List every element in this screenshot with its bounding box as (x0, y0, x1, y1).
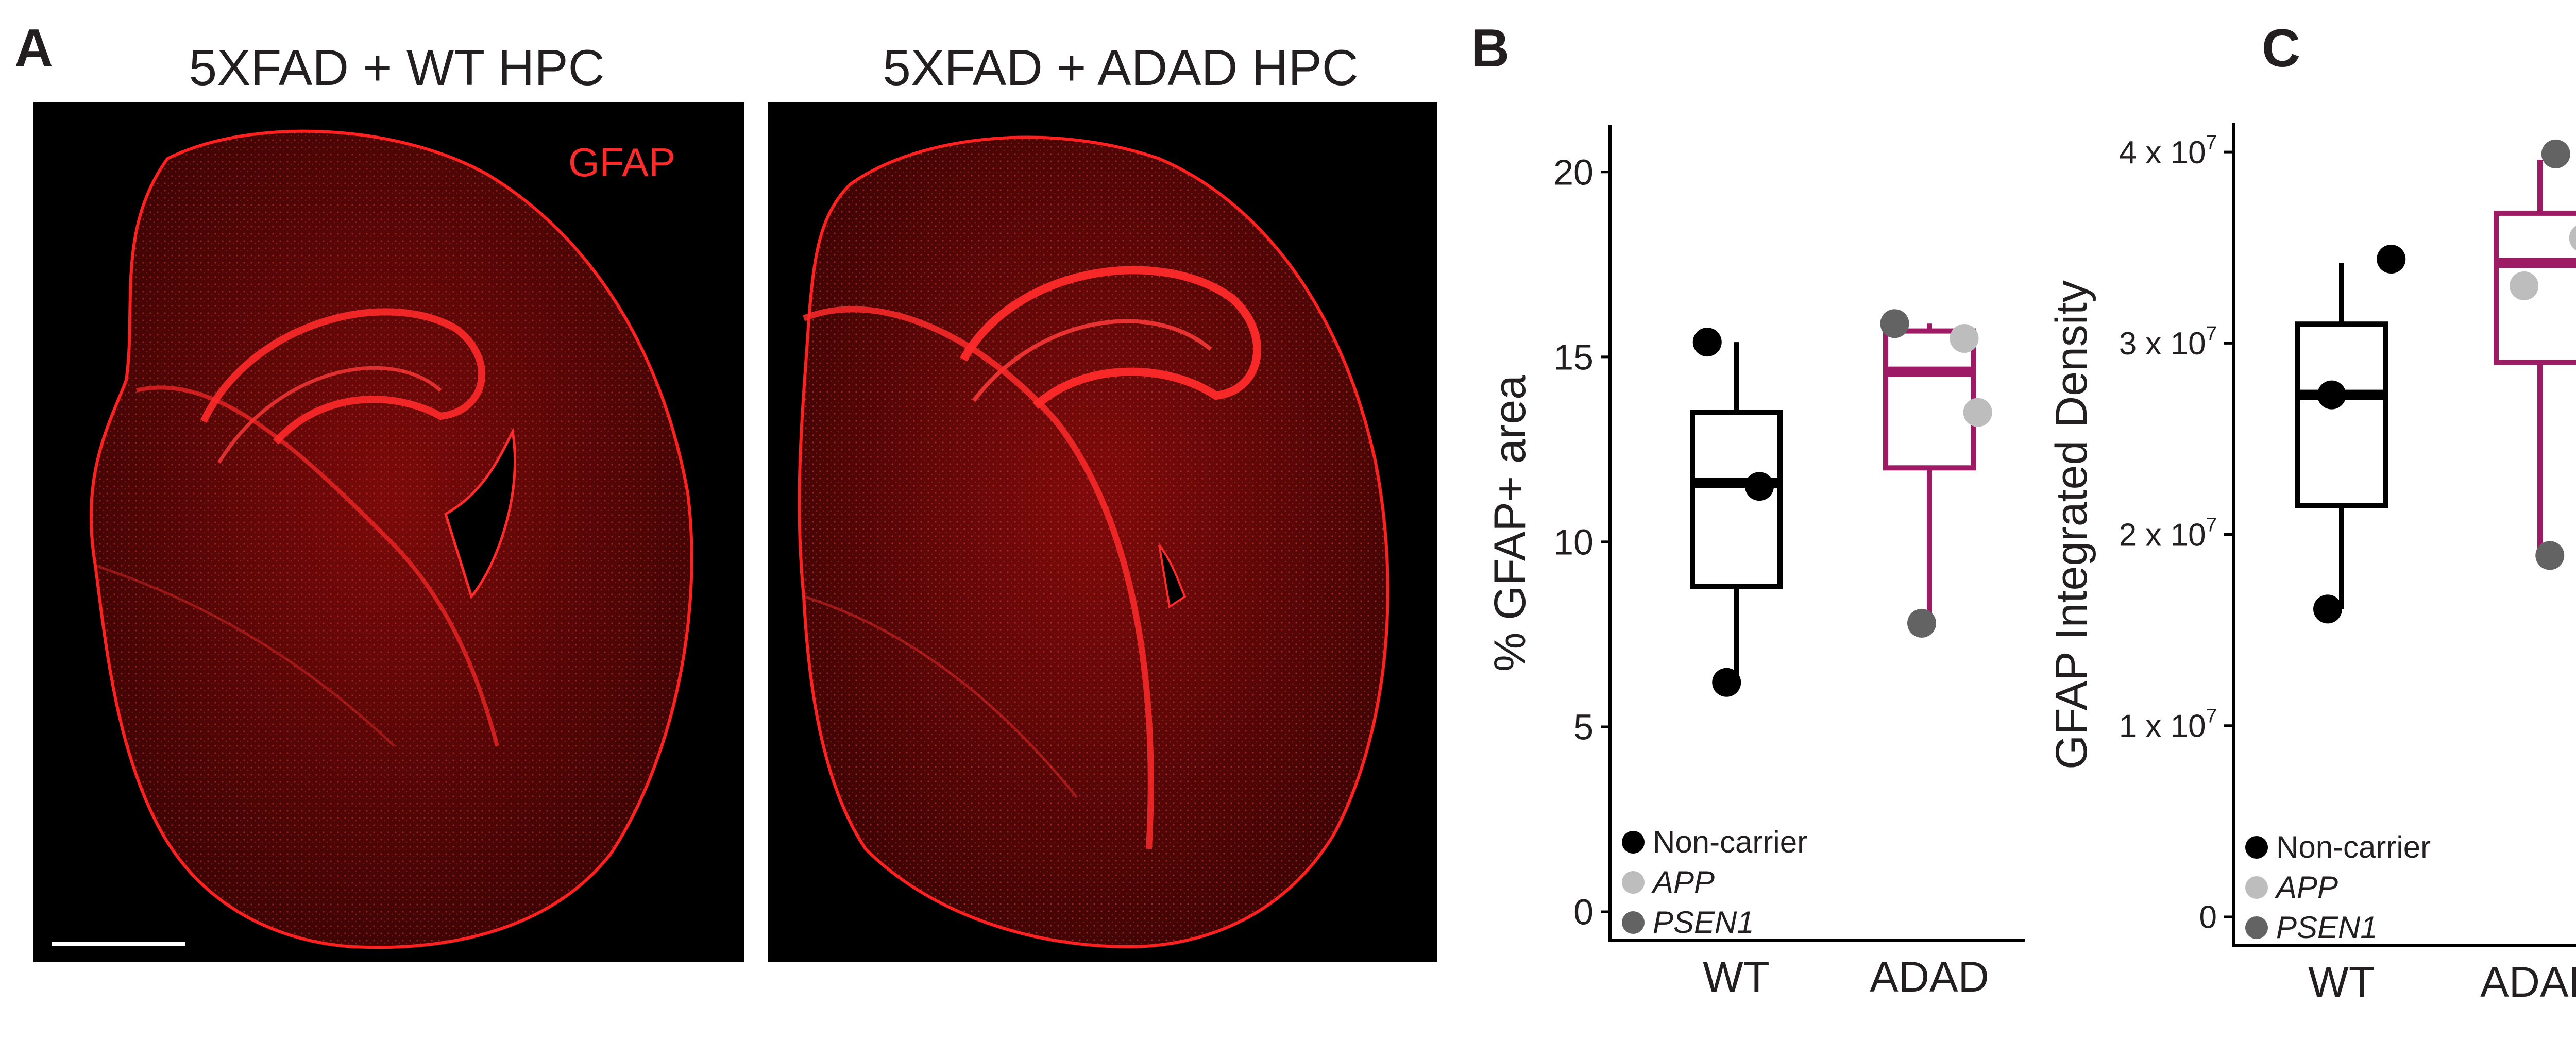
data-point-app (2510, 271, 2539, 300)
data-point-psen1 (2541, 139, 2570, 168)
legend-label-psen1: PSEN1 (1653, 905, 1754, 940)
left-brain-section-image (89, 129, 693, 949)
y-axis-label: GFAP Integrated Density (2047, 280, 2096, 770)
panel-letter-a: A (14, 19, 54, 78)
y-tick-label: 4 x 107 (2119, 131, 2217, 171)
data-point-non-carrier (2313, 594, 2343, 624)
data-point-app (1950, 323, 1979, 353)
legend-swatch-psen1 (2245, 916, 2268, 939)
data-point-non-carrier (1745, 472, 1774, 501)
y-tick-label: 1 x 107 (2119, 705, 2217, 744)
iqr-box (2295, 321, 2388, 508)
y-tick-label: 5 (1573, 707, 1594, 747)
y-tick-label: 2 x 107 (2119, 514, 2217, 553)
left-image-title: 5XFAD + WT HPC (189, 39, 605, 96)
right-brain-section-image (798, 135, 1389, 949)
box-adad (2494, 159, 2576, 554)
data-point-non-carrier (1692, 328, 1722, 357)
gfap-label: GFAP (568, 140, 676, 185)
box-wt (1690, 342, 1783, 683)
chart-b: 0 5 10 15 20 WT ADAD % GFAP+ area Non-carrier APP… (1485, 125, 2025, 1001)
panel-letter-b: B (1471, 19, 1510, 78)
data-point-non-carrier (2377, 245, 2406, 274)
iqr-box (1690, 410, 1783, 589)
legend-swatch-non-carrier (2245, 836, 2268, 859)
chart-c: 0 1 x 107 2 x 107 3 x 107 4 x 107 WT ADAD GFAP … (2047, 123, 2576, 1006)
right-hippocampus (960, 266, 1262, 409)
legend-label-non-carrier: Non-carrier (2276, 830, 2431, 864)
legend-label-app: APP (1651, 865, 1715, 899)
legend-swatch-psen1 (1622, 911, 1645, 934)
x-tick-label-wt: WT (2308, 958, 2375, 1006)
scale-bar (52, 942, 185, 946)
x-tick-label-wt: WT (1703, 952, 1770, 1001)
panel-letter-c: C (2262, 19, 2301, 78)
legend-label-non-carrier: Non-carrier (1653, 825, 1807, 859)
right-micrograph (768, 102, 1437, 962)
right-image-title: 5XFAD + ADAD HPC (883, 39, 1359, 96)
legend-label-app: APP (2275, 870, 2338, 905)
y-tick-label: 0 (1573, 892, 1594, 932)
box-wt (2295, 263, 2388, 609)
data-point-psen1 (1907, 608, 1936, 638)
y-tick-label: 15 (1553, 337, 1594, 377)
data-point-app (2569, 226, 2576, 250)
legend-swatch-non-carrier (1622, 831, 1645, 854)
legend-swatch-app (2245, 876, 2268, 899)
x-tick-label-adad: ADAD (2480, 958, 2576, 1006)
y-tick-label: 0 (2199, 900, 2217, 935)
data-point-app (1963, 398, 1992, 427)
y-tick-label: 10 (1553, 522, 1594, 562)
iqr-box (2494, 210, 2576, 365)
left-hippocampus (200, 308, 486, 445)
x-tick-label-adad: ADAD (1870, 952, 1989, 1001)
legend-label-psen1: PSEN1 (2276, 910, 2378, 945)
legend-swatch-app (1622, 871, 1645, 894)
data-point-non-carrier (1712, 668, 1741, 697)
data-point-non-carrier (2317, 380, 2346, 410)
y-axis-label: % GFAP+ area (1485, 375, 1535, 672)
left-micrograph: GFAP (33, 102, 744, 962)
y-tick-label: 3 x 107 (2119, 322, 2217, 362)
box-adad (1883, 323, 1976, 623)
data-point-psen1 (1880, 309, 1909, 338)
data-point-psen1 (2535, 541, 2565, 570)
y-tick-label: 20 (1553, 152, 1594, 192)
